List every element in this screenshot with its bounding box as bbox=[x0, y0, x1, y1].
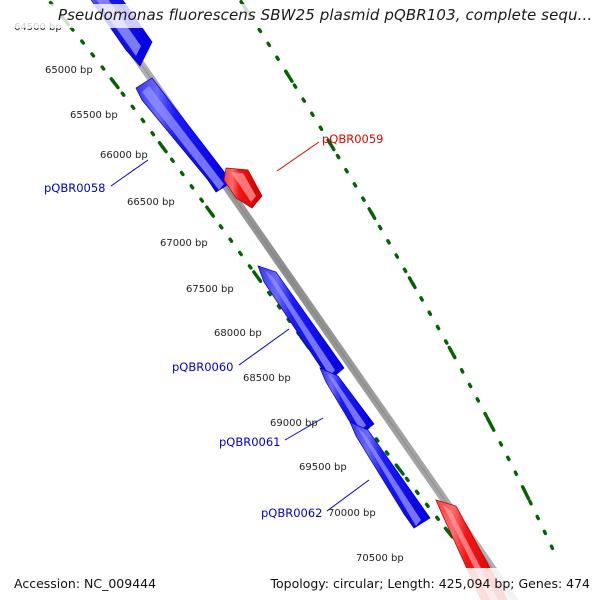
page-title: Pseudomonas fluorescens SBW25 plasmid pQ… bbox=[58, 6, 593, 24]
genome-summary-text: Topology: circular; Length: 425,094 bp; … bbox=[270, 576, 591, 591]
leader-pqbr0060 bbox=[238, 328, 290, 366]
gene-arrow-pqbr0062[interactable] bbox=[349, 421, 431, 529]
gene-label-pqbr0059[interactable]: pQBR0059 bbox=[322, 132, 384, 146]
gc-skew-arc bbox=[46, 0, 508, 600]
leader-pqbr0058 bbox=[110, 159, 149, 187]
tick-label-64500: 64500 bp bbox=[14, 22, 62, 33]
status-bar: Accession: NC_009444 Topology: circular;… bbox=[0, 568, 600, 600]
gene-label-pqbr0061[interactable]: pQBR0061 bbox=[219, 435, 281, 449]
gene-label-pqbr0060[interactable]: pQBR0060 bbox=[172, 360, 234, 374]
tick-label-70000: 70000 bp bbox=[328, 508, 376, 519]
tick-label-66500: 66500 bp bbox=[127, 197, 175, 208]
gene-arrow-pqbr0059[interactable] bbox=[223, 167, 263, 209]
gene-label-pqbr0058[interactable]: pQBR0058 bbox=[44, 181, 106, 195]
gc-skew-arc-inner bbox=[237, 0, 558, 558]
tick-label-70500: 70500 bp bbox=[356, 553, 404, 564]
gene-arrow-pqbr0060[interactable] bbox=[257, 265, 345, 381]
tick-label-67500: 67500 bp bbox=[186, 284, 234, 295]
gene-arrow-pqbr0058[interactable] bbox=[135, 77, 233, 193]
tick-label-68000: 68000 bp bbox=[214, 328, 262, 339]
gene-arrow-pqbr0061[interactable] bbox=[319, 367, 375, 435]
leader-pqbr0061 bbox=[284, 417, 324, 441]
gene-label-pqbr0062[interactable]: pQBR0062 bbox=[261, 506, 323, 520]
leader-pqbr0062 bbox=[326, 479, 370, 512]
gene-label-leader-lines bbox=[110, 141, 370, 512]
tick-label-69500: 69500 bp bbox=[299, 462, 347, 473]
tick-label-67000: 67000 bp bbox=[160, 238, 208, 249]
accession-text: Accession: NC_009444 bbox=[14, 576, 157, 591]
tick-label-69000: 69000 bp bbox=[270, 418, 318, 429]
leader-pqbr0059 bbox=[276, 141, 320, 172]
tick-label-65000: 65000 bp bbox=[45, 65, 93, 76]
tick-label-66000: 66000 bp bbox=[100, 150, 148, 161]
tick-label-68500: 68500 bp bbox=[243, 373, 291, 384]
tick-label-65500: 65500 bp bbox=[70, 110, 118, 121]
